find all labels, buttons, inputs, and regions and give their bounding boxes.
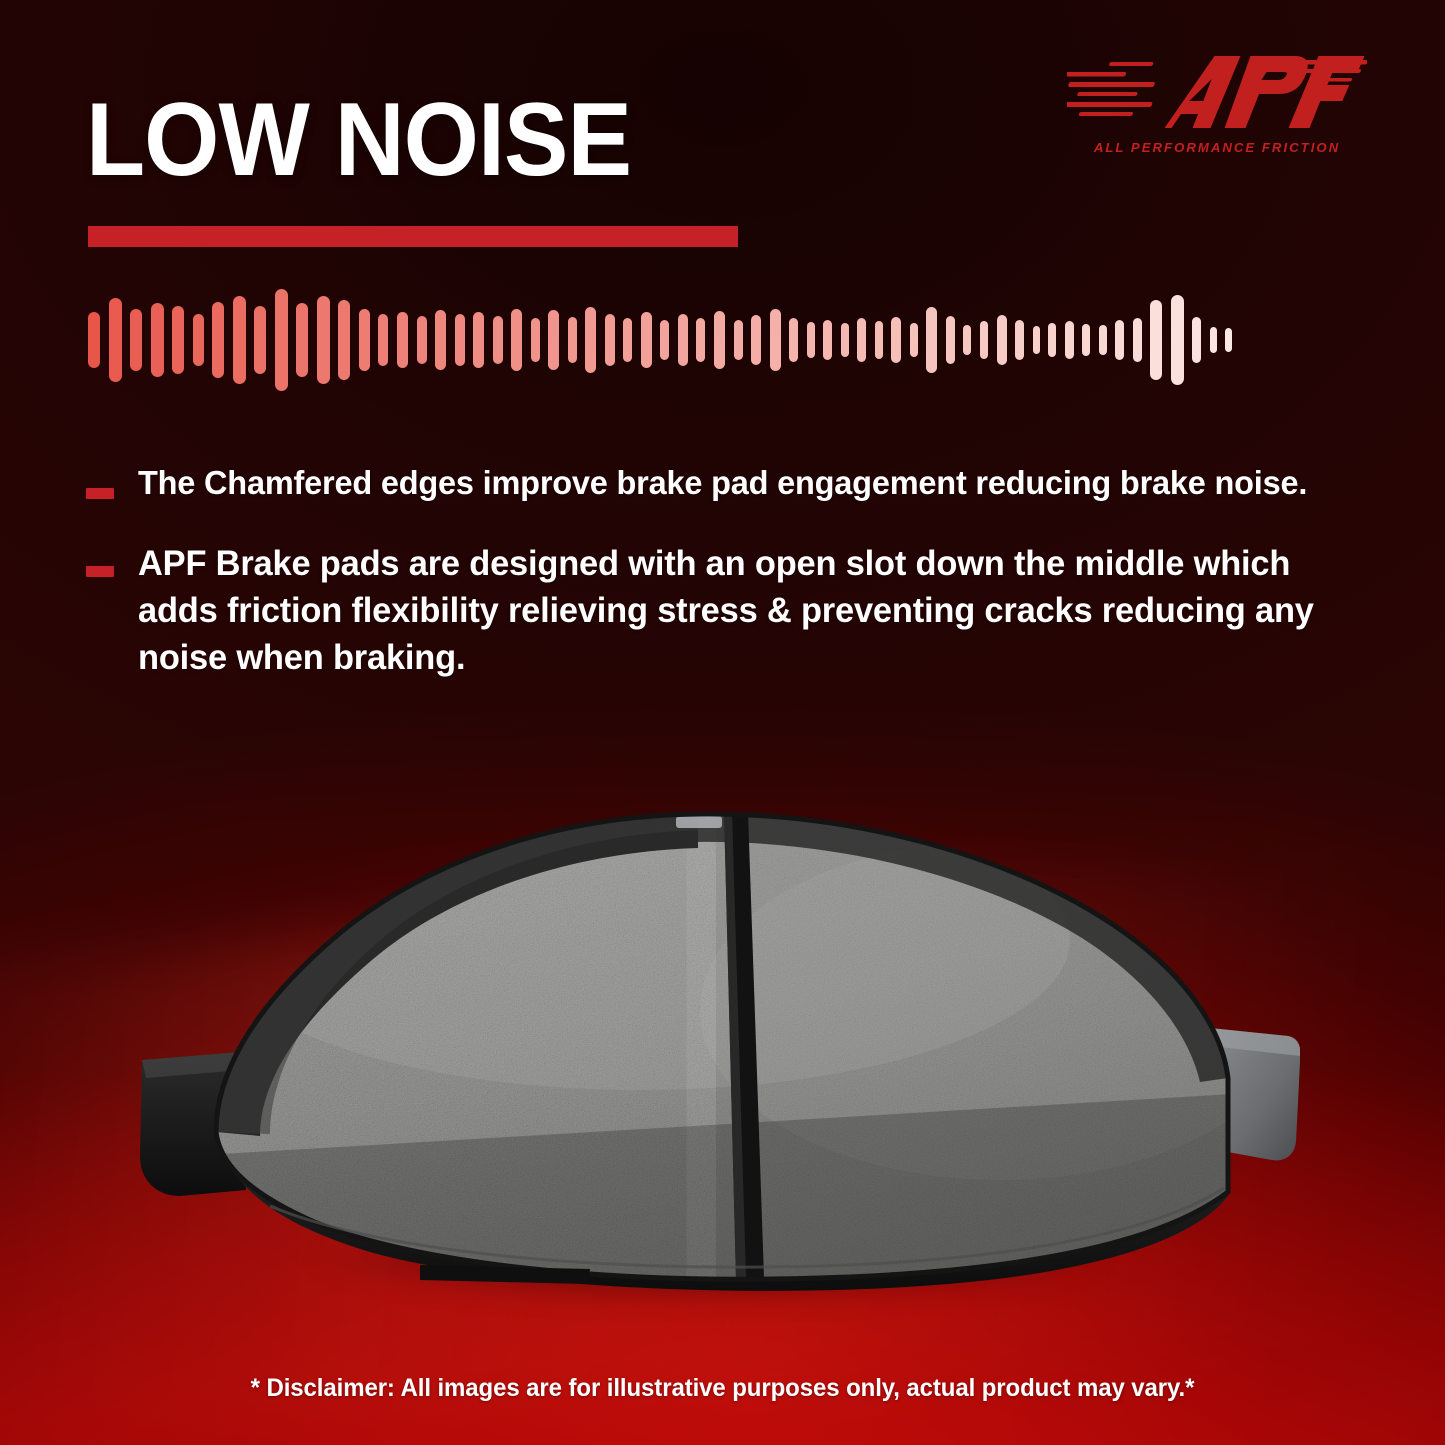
feature-list: The Chamfered edges improve brake pad en…: [86, 462, 1376, 715]
waveform-bar: [108, 298, 122, 382]
bullet-dash-icon: [86, 565, 114, 577]
waveform-bar: [1098, 325, 1107, 355]
brake-pad-foot: [420, 1265, 590, 1284]
waveform-bar: [358, 309, 370, 371]
product-image: [120, 760, 1300, 1330]
list-item: APF Brake pads are designed with an open…: [86, 540, 1376, 682]
waveform-bar: [454, 314, 465, 366]
waveform-bar: [585, 307, 597, 373]
waveform-bar: [640, 312, 652, 368]
waveform-bar: [979, 321, 988, 359]
waveform-bar: [192, 314, 204, 366]
waveform-bar: [1192, 317, 1202, 363]
waveform-bar: [1032, 326, 1040, 354]
waveform-bar: [172, 306, 185, 374]
waveform-bar: [316, 296, 330, 384]
waveform-bar: [857, 318, 867, 362]
waveform-bar: [623, 318, 633, 362]
waveform-bar: [530, 318, 540, 362]
waveform-bar: [1150, 300, 1163, 380]
bullet-dash-icon: [86, 488, 114, 499]
page-title: LOW NOISE: [86, 82, 632, 198]
waveform-bar: [274, 289, 288, 391]
waveform-bar: [473, 312, 485, 368]
waveform-bar: [338, 300, 351, 380]
feature-text: APF Brake pads are designed with an open…: [138, 542, 1314, 677]
feature-text: The Chamfered edges improve brake pad en…: [138, 465, 1308, 502]
waveform-bar: [511, 309, 523, 371]
waveform-bar: [696, 318, 706, 362]
waveform-bar: [789, 318, 799, 362]
waveform-bar: [396, 312, 408, 368]
brake-pad-wear-indicator: [676, 816, 722, 828]
waveform-bar: [769, 309, 781, 371]
apf-logo-tagline: ALL PERFORMANCE FRICTION: [1093, 140, 1341, 155]
waveform-bar: [1082, 324, 1091, 356]
waveform-bar: [232, 296, 246, 384]
list-item: The Chamfered edges improve brake pad en…: [86, 462, 1376, 506]
waveform-bar: [254, 306, 267, 374]
waveform-bar: [1225, 328, 1233, 352]
waveform-bar: [823, 320, 833, 360]
waveform-bar: [1170, 295, 1184, 385]
brake-pad-chamfer-right: [698, 813, 1228, 1082]
waveform-bar: [733, 320, 743, 360]
waveform-bar: [1015, 320, 1025, 360]
waveform-bar: [840, 323, 849, 357]
waveform-bar: [212, 302, 225, 378]
waveform-bar: [714, 311, 725, 369]
waveform-bar: [1209, 327, 1217, 353]
brake-pad-left-tab: [140, 1052, 246, 1196]
waveform-bar: [548, 310, 560, 370]
waveform-bar: [435, 310, 447, 370]
waveform-bar: [567, 317, 577, 363]
waveform-bar: [1132, 318, 1142, 362]
waveform-bar: [604, 314, 615, 366]
waveform-bar: [677, 314, 688, 366]
waveform-bar: [492, 316, 503, 364]
waveform-bar: [996, 315, 1007, 365]
waveform-bar: [416, 316, 427, 364]
waveform-bar: [1048, 323, 1057, 357]
title-underline-bar: [88, 226, 738, 247]
waveform-bar: [1115, 320, 1125, 360]
apf-logo-icon: [1067, 56, 1367, 128]
waveform-bar: [1064, 321, 1074, 359]
brake-pad-body: [216, 813, 1228, 1280]
brake-pad-icon: [140, 811, 1300, 1291]
apf-logo: ALL PERFORMANCE FRICTION: [1067, 46, 1367, 174]
disclaimer-text: * Disclaimer: All images are for illustr…: [250, 1374, 1195, 1402]
waveform-bar: [378, 314, 389, 366]
waveform-bar: [806, 322, 815, 358]
brake-pad-illustration: [120, 760, 1300, 1320]
waveform-bar: [660, 320, 670, 360]
waveform-bar: [874, 321, 883, 359]
waveform-bar: [130, 309, 143, 371]
waveform-bar: [963, 325, 972, 355]
waveform-bar: [891, 317, 902, 363]
waveform-bar: [926, 307, 938, 373]
waveform-bar: [296, 303, 309, 377]
waveform-bar: [751, 315, 762, 365]
brake-pad-outline: [213, 811, 1231, 1282]
waveform-bar: [150, 303, 164, 377]
waveform-bar: [88, 312, 100, 368]
waveform-bar: [945, 316, 955, 364]
waveform-bar: [909, 323, 918, 357]
sound-waveform: [88, 288, 1233, 392]
